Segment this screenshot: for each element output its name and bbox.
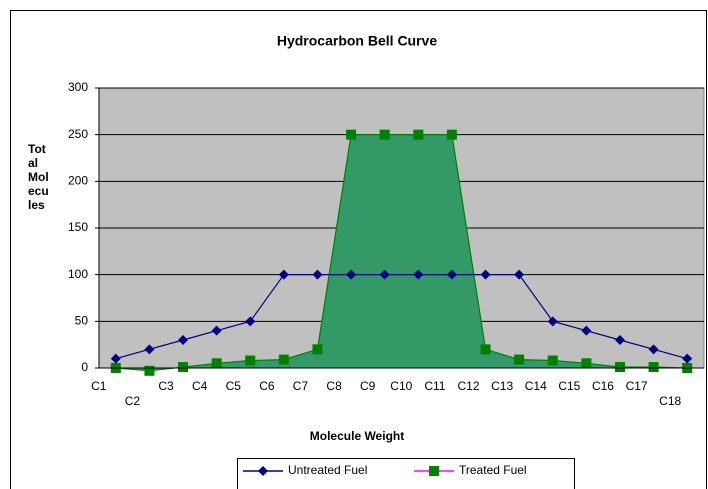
marker — [379, 269, 390, 280]
marker — [581, 358, 592, 369]
marker — [547, 316, 558, 327]
marker — [144, 344, 155, 355]
marker — [614, 335, 625, 345]
y-axis-title: Tot — [28, 142, 46, 156]
marker — [413, 129, 424, 140]
x-tick-label: C5 — [226, 379, 242, 393]
x-tick-label: C8 — [326, 379, 342, 393]
x-tick-label: C9 — [360, 379, 376, 393]
legend-label: Treated Fuel — [459, 463, 527, 477]
marker — [514, 269, 525, 280]
marker — [648, 344, 659, 355]
x-tick-label: C6 — [259, 379, 275, 393]
x-tick-label: C3 — [158, 379, 174, 393]
y-axis-title: Mol — [28, 170, 49, 184]
x-tick-label: C4 — [192, 379, 208, 393]
y-axis-title: les — [28, 198, 45, 212]
marker — [346, 129, 357, 140]
marker — [110, 353, 121, 364]
legend-marker — [258, 466, 268, 476]
marker — [312, 344, 323, 355]
marker — [211, 358, 222, 369]
legend-marker — [429, 466, 439, 476]
marker — [144, 365, 155, 376]
marker — [346, 269, 357, 280]
area — [115, 134, 688, 371]
y-axis-title: ecu — [28, 184, 49, 198]
legend — [237, 458, 575, 489]
x-tick-label: C13 — [491, 379, 513, 393]
marker — [547, 355, 558, 366]
x-tick-label: C15 — [558, 379, 580, 393]
x-tick-label: C16 — [592, 379, 614, 393]
marker — [178, 362, 189, 373]
x-tick-label: C11 — [424, 379, 445, 393]
y-axis-title: al — [28, 156, 38, 170]
marker — [581, 325, 592, 336]
marker — [648, 362, 659, 373]
y-tick-label: 150 — [68, 220, 88, 234]
marker — [413, 269, 424, 280]
marker — [278, 269, 289, 280]
marker — [682, 353, 693, 364]
chart-title: Hydrocarbon Bell Curve — [277, 33, 437, 49]
y-tick-label: 50 — [75, 314, 89, 328]
line — [115, 134, 688, 372]
marker — [514, 354, 525, 365]
x-tick-label: C12 — [458, 379, 480, 393]
marker — [446, 129, 457, 140]
x-tick-label: C17 — [626, 379, 648, 393]
y-tick-label: 300 — [68, 80, 88, 94]
y-tick-label: 250 — [68, 127, 88, 141]
marker — [480, 269, 491, 280]
line — [115, 274, 688, 360]
marker — [245, 316, 256, 327]
x-axis-title: Molecule Weight — [310, 429, 404, 443]
marker — [312, 269, 323, 280]
marker — [446, 269, 457, 280]
marker — [614, 362, 625, 373]
y-tick-label: 0 — [81, 360, 88, 374]
x-tick-label: C18 — [659, 394, 681, 408]
marker — [178, 335, 189, 345]
marker — [278, 354, 289, 365]
x-tick-label: C7 — [293, 379, 309, 393]
x-tick-label: C14 — [525, 379, 547, 393]
legend-label: Untreated Fuel — [288, 463, 367, 477]
marker — [245, 355, 256, 366]
y-tick-label: 200 — [68, 174, 88, 188]
marker — [211, 325, 222, 336]
marker — [480, 344, 491, 355]
x-tick-label: C1 — [91, 379, 107, 393]
marker — [379, 129, 390, 140]
x-tick-label: C2 — [125, 394, 141, 408]
x-tick-label: C10 — [390, 379, 412, 393]
y-tick-label: 100 — [68, 267, 88, 281]
